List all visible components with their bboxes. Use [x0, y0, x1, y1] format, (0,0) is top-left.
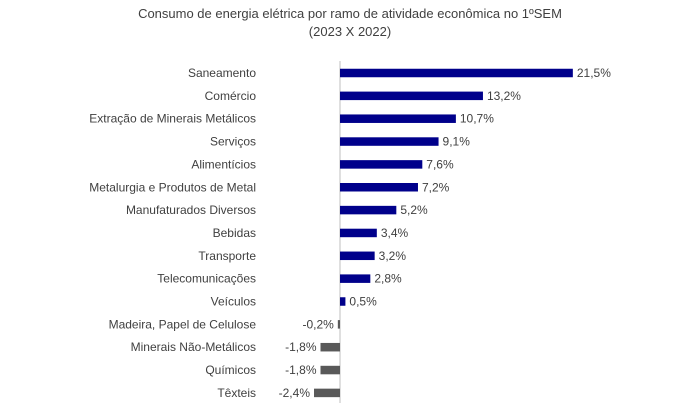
data-label: 3,2% — [379, 249, 407, 263]
category-label: Comércio — [205, 89, 257, 103]
category-label: Têxteis — [217, 386, 256, 400]
data-label: 7,6% — [426, 157, 454, 171]
bar — [340, 137, 439, 146]
bar — [340, 114, 456, 123]
bar — [340, 274, 371, 283]
bar — [340, 68, 573, 78]
category-label: Serviços — [210, 135, 256, 149]
bar — [320, 342, 340, 352]
category-label: Transporte — [198, 249, 256, 263]
data-label: 21,5% — [577, 66, 611, 80]
category-label: Bebidas — [213, 226, 256, 240]
bar — [340, 251, 375, 261]
bar — [340, 205, 397, 215]
bar — [320, 365, 340, 375]
data-label: -2,4% — [279, 386, 311, 400]
data-label: -0,2% — [302, 317, 334, 331]
chart-title: Consumo de energia elétrica por ramo de … — [138, 6, 562, 21]
bar — [340, 228, 377, 238]
data-label: 2,8% — [374, 272, 402, 286]
category-label: Alimentícios — [191, 157, 256, 171]
bar — [314, 388, 340, 398]
category-label: Metalurgia e Produtos de Metal — [89, 180, 256, 194]
data-label: 9,1% — [443, 135, 471, 149]
data-label: 0,5% — [349, 295, 377, 309]
category-label: Veículos — [211, 295, 256, 309]
bar — [340, 160, 423, 169]
category-label: Minerais Não-Metálicos — [131, 340, 256, 354]
data-label: -1,8% — [285, 363, 317, 377]
data-label: 3,4% — [381, 226, 409, 240]
category-label: Químicos — [205, 363, 256, 377]
data-label: 5,2% — [400, 203, 428, 217]
category-label: Manufaturados Diversos — [126, 203, 256, 217]
bar — [340, 297, 346, 306]
bar — [337, 320, 340, 329]
data-label: 13,2% — [487, 89, 521, 103]
category-label: Telecomunicações — [157, 272, 256, 286]
category-label: Saneamento — [188, 66, 256, 80]
category-label: Madeira, Papel de Celulose — [109, 317, 257, 331]
data-label: 10,7% — [460, 112, 494, 126]
bar — [340, 91, 483, 101]
category-label: Extração de Minerais Metálicos — [89, 112, 256, 126]
data-label: 7,2% — [422, 180, 450, 194]
chart-subtitle: (2023 X 2022) — [308, 24, 392, 39]
data-label: -1,8% — [285, 340, 317, 354]
bar — [340, 183, 418, 192]
